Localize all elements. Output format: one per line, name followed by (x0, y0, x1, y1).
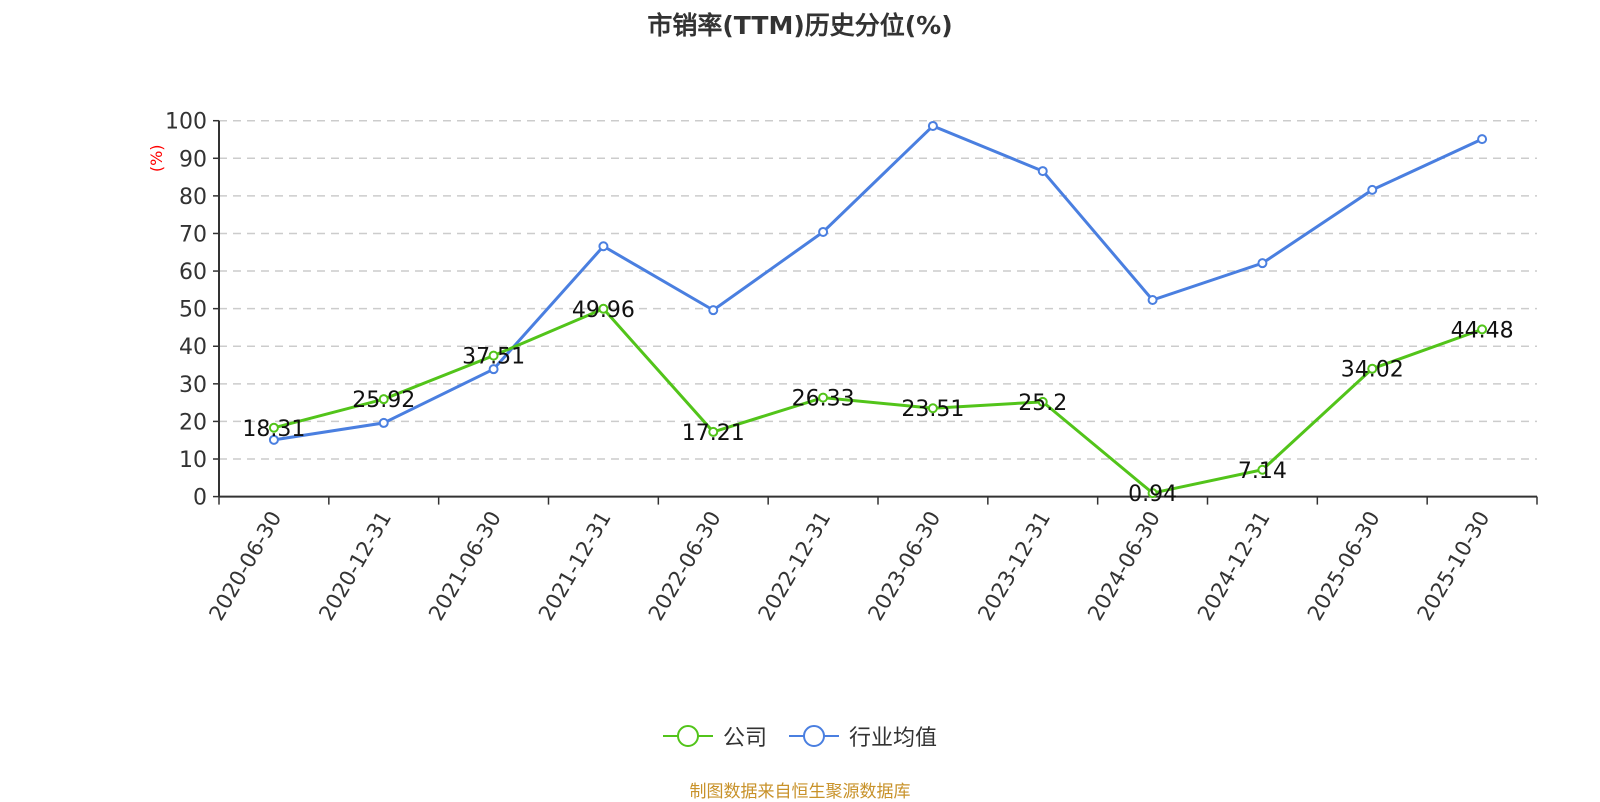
x-tick-label: 2022-06-30 (644, 507, 726, 625)
data-point (378, 394, 389, 405)
data-point (708, 426, 719, 437)
data-label: 25.2 (1018, 391, 1067, 416)
data-point (1257, 258, 1268, 269)
data-point (268, 434, 279, 445)
data-point (1147, 488, 1158, 499)
data-label: 25.92 (352, 388, 415, 413)
series-line-1 (273, 124, 1483, 442)
x-tick-label: 2025-10-30 (1413, 507, 1495, 625)
x-tick-label: 2020-06-30 (204, 507, 286, 625)
data-label: 44.48 (1451, 318, 1514, 343)
legend-item-company[interactable]: 公司 (662, 720, 767, 752)
x-tick-label: 2021-12-31 (534, 507, 616, 625)
data-point (488, 350, 499, 361)
data-label: 49.96 (572, 298, 635, 323)
series-line-0 (273, 306, 1483, 495)
data-label: 0.94 (1128, 482, 1177, 507)
data-label: 17.21 (682, 421, 745, 446)
x-tick-label: 2023-12-31 (973, 507, 1055, 625)
x-tick-label: 2025-06-30 (1303, 507, 1385, 625)
legend-marker-industry-icon (789, 725, 839, 747)
y-tick-label: 0 (193, 486, 207, 511)
x-tick-label: 2024-06-30 (1083, 507, 1165, 625)
x-tick-label: 2020-12-31 (314, 507, 396, 625)
legend-label-industry: 行业均值 (849, 726, 938, 751)
data-point (268, 422, 279, 433)
y-tick-label: 80 (179, 185, 207, 210)
legend: 公司 行业均值 (0, 720, 1600, 752)
data-point (488, 364, 499, 375)
y-tick-label: 70 (179, 222, 207, 247)
x-tick-label: 2023-06-30 (863, 507, 945, 625)
legend-marker-company-icon (662, 725, 713, 747)
data-point (378, 417, 389, 428)
source-note: 制图数据来自恒生聚源数据库 (689, 782, 911, 802)
y-tick-label: 10 (179, 448, 207, 473)
data-label: 26.33 (792, 387, 855, 412)
data-point (1147, 295, 1158, 306)
y-tick-label: 60 (179, 260, 207, 285)
y-tick-label: 30 (179, 373, 207, 398)
data-point (1257, 464, 1268, 475)
y-tick-label: 50 (179, 298, 207, 323)
data-label: 34.02 (1341, 358, 1404, 383)
data-label: 18.31 (242, 417, 305, 442)
data-point (1037, 166, 1048, 177)
legend-item-industry[interactable]: 行业均值 (789, 720, 937, 752)
data-point (598, 303, 609, 314)
data-label: 37.51 (462, 345, 525, 370)
data-label: 7.14 (1238, 459, 1287, 484)
data-point (1367, 363, 1378, 374)
x-tick-label: 2021-06-30 (424, 507, 506, 625)
data-point (1477, 134, 1488, 145)
data-point (598, 241, 609, 252)
data-point (1367, 184, 1378, 195)
x-tick-label: 2024-12-31 (1193, 507, 1275, 625)
y-axis-label: (%) (147, 144, 166, 172)
y-tick-label: 20 (179, 410, 207, 435)
data-point (708, 305, 719, 316)
data-label: 23.51 (901, 397, 964, 422)
data-point (927, 120, 938, 131)
data-point (1477, 324, 1488, 335)
y-tick-label: 40 (179, 335, 207, 360)
data-point (1037, 396, 1048, 407)
data-point (818, 392, 829, 403)
data-point (927, 403, 938, 414)
data-point (818, 226, 829, 237)
x-tick-label: 2022-12-31 (754, 507, 836, 625)
legend-label-company: 公司 (722, 726, 767, 751)
y-tick-label: 90 (179, 147, 207, 172)
chart-title: 市销率(TTM)历史分位(%) (647, 11, 953, 40)
y-tick-label: 100 (165, 110, 207, 135)
